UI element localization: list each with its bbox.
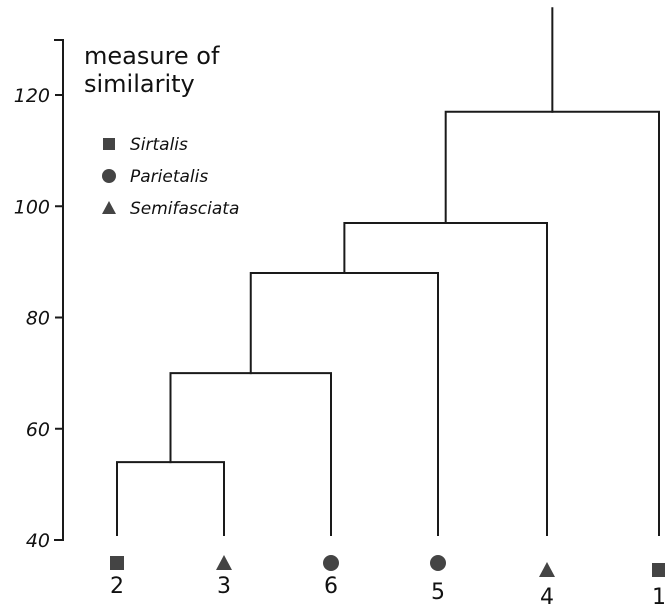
legend: Sirtalis Parietalis Semifasciata: [102, 135, 239, 219]
axis-tick-label: 80: [26, 308, 50, 330]
legend-square-icon: [103, 138, 115, 150]
leaf-label: 4: [540, 585, 554, 610]
dendrogram-link: [343, 221, 548, 536]
axis-title-line1: measure of: [84, 42, 220, 70]
dendrogram-link: [116, 461, 225, 536]
axis-tick-label: 60: [26, 419, 50, 441]
leaf-triangle-icon: [216, 555, 232, 570]
axis-tick-label: 100: [14, 196, 50, 218]
leaf-circle-icon: [430, 555, 446, 571]
legend-label-parietalis: Parietalis: [130, 167, 208, 187]
axis-tick-label: 40: [26, 530, 50, 552]
legend-triangle-icon: [102, 201, 116, 214]
legend-label-sirtalis: Sirtalis: [130, 135, 188, 155]
similarity-axis: 120 100 80 60 40: [14, 39, 64, 552]
leaf-label: 6: [324, 574, 338, 599]
dendrogram-link: [444, 110, 660, 536]
axis-title-line2: similarity: [84, 70, 195, 98]
leaf-circle-icon: [323, 555, 339, 571]
leaf-label: 1: [652, 585, 665, 610]
axis-tick-label: 120: [14, 85, 50, 107]
legend-circle-icon: [102, 169, 116, 183]
dendrogram-link: [249, 272, 439, 536]
leaf-square-icon: [110, 556, 124, 570]
leaf-triangle-icon: [539, 562, 555, 577]
dendrogram-links: [116, 7, 660, 536]
leaf-label: 3: [217, 574, 231, 599]
legend-label-semifasciata: Semifasciata: [130, 199, 239, 219]
leaf-labels: 2 3 6 5 4 1: [110, 574, 665, 610]
leaf-square-icon: [652, 563, 665, 577]
dendrogram-link: [169, 372, 332, 536]
leaf-label: 2: [110, 574, 124, 599]
leaf-label: 5: [431, 580, 445, 605]
leaf-markers: [110, 555, 665, 577]
